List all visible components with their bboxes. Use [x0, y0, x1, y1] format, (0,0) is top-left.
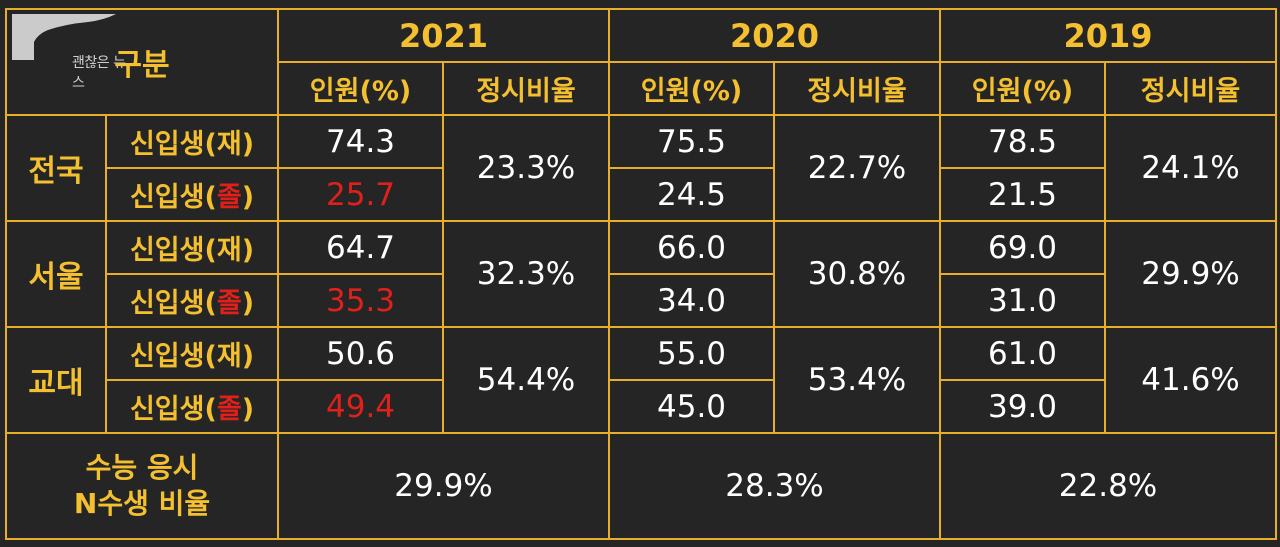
value-cell: 74.3 — [277, 114, 445, 169]
row-type-char: 졸 — [216, 182, 242, 213]
ratio-cell: 53.4% — [773, 326, 942, 434]
row-type-suffix: ) — [241, 129, 255, 160]
row-type-prefix: 신입생( — [129, 341, 217, 372]
footer-label-line1: 수능 응시 — [85, 451, 199, 484]
value-cell: 75.5 — [608, 114, 776, 169]
ratio-header-2021: 정시비율 — [442, 61, 611, 116]
row-type-suffix: ) — [241, 341, 255, 372]
row-type-char: 졸 — [216, 394, 242, 425]
ratio-header-2020: 정시비율 — [773, 61, 942, 116]
value-cell: 64.7 — [277, 220, 445, 275]
value-cell-highlight: 25.7 — [277, 167, 445, 222]
row-type-jae: 신입생(재) — [104, 114, 280, 169]
stats-table: 구분 2021 2020 2019 인원(%) 정시비율 인원(%) 정시비율 … — [4, 8, 1278, 540]
value-cell: 78.5 — [939, 114, 1107, 169]
row-type-jae: 신입생(재) — [104, 326, 280, 381]
value-cell: 21.5 — [939, 167, 1107, 222]
category-header: 구분 — [4, 8, 280, 116]
row-type-suffix: ) — [241, 394, 255, 425]
year-header-2019: 2019 — [939, 8, 1278, 63]
people-header-2021: 인원(%) — [277, 61, 445, 116]
row-type-suffix: ) — [241, 235, 255, 266]
ratio-cell: 54.4% — [442, 326, 611, 434]
value-cell: 34.0 — [608, 273, 776, 328]
row-type-char: 재 — [216, 235, 242, 266]
ratio-cell: 29.9% — [1104, 220, 1278, 328]
row-type-prefix: 신입생( — [129, 129, 217, 160]
row-type-char: 재 — [216, 341, 242, 372]
row-type-char: 졸 — [216, 288, 242, 319]
value-cell: 61.0 — [939, 326, 1107, 381]
value-cell: 69.0 — [939, 220, 1107, 275]
ratio-cell: 24.1% — [1104, 114, 1278, 222]
region-label: 서울 — [5, 220, 107, 328]
row-type-prefix: 신입생( — [129, 288, 217, 319]
value-cell: 24.5 — [608, 167, 776, 222]
row-type-prefix: 신입생( — [129, 182, 217, 213]
row-type-char: 재 — [216, 129, 242, 160]
footer-label-line2: N수생 비율 — [73, 487, 211, 520]
ratio-cell: 30.8% — [773, 220, 942, 328]
region-label: 교대 — [5, 326, 107, 434]
row-type-suffix: ) — [241, 182, 255, 213]
value-cell: 66.0 — [608, 220, 776, 275]
row-type-jae: 신입생(재) — [104, 220, 280, 275]
row-type-suffix: ) — [241, 288, 255, 319]
year-header-2021: 2021 — [277, 8, 611, 63]
footer-value-2020: 28.3% — [608, 432, 942, 540]
ratio-cell: 32.3% — [442, 220, 611, 328]
value-cell: 50.6 — [277, 326, 445, 381]
n-repeater-ratio-label: 수능 응시 N수생 비율 — [4, 432, 280, 540]
footer-value-2019: 22.8% — [939, 432, 1278, 540]
footer-value-2021: 29.9% — [277, 432, 611, 540]
row-type-prefix: 신입생( — [129, 394, 217, 425]
value-cell: 39.0 — [939, 379, 1107, 434]
value-cell-highlight: 35.3 — [277, 273, 445, 328]
row-type-jol: 신입생(졸) — [104, 167, 280, 222]
row-type-jol: 신입생(졸) — [104, 273, 280, 328]
row-type-prefix: 신입생( — [129, 235, 217, 266]
people-header-2019: 인원(%) — [939, 61, 1107, 116]
people-header-2020: 인원(%) — [608, 61, 776, 116]
value-cell: 31.0 — [939, 273, 1107, 328]
value-cell: 45.0 — [608, 379, 776, 434]
year-header-2020: 2020 — [608, 8, 942, 63]
row-type-jol: 신입생(졸) — [104, 379, 280, 434]
value-cell-highlight: 49.4 — [277, 379, 445, 434]
ratio-header-2019: 정시비율 — [1104, 61, 1278, 116]
ratio-cell: 22.7% — [773, 114, 942, 222]
ratio-cell: 23.3% — [442, 114, 611, 222]
region-label: 전국 — [5, 114, 107, 222]
ratio-cell: 41.6% — [1104, 326, 1278, 434]
value-cell: 55.0 — [608, 326, 776, 381]
